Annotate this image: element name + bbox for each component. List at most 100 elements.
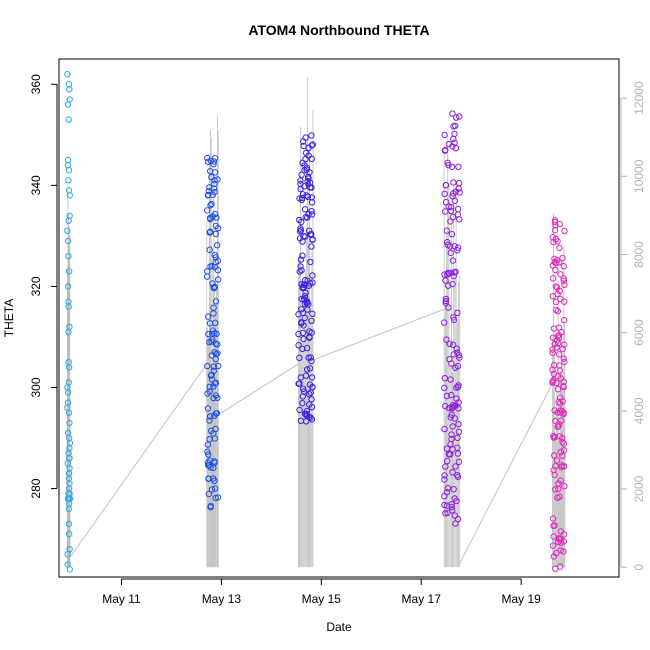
data-point [297, 225, 304, 232]
data-point [442, 199, 450, 206]
data-point [297, 177, 304, 184]
x-tick-label: May 13 [202, 592, 242, 606]
data-point [554, 290, 561, 298]
data-point [208, 486, 216, 493]
data-point [561, 298, 568, 305]
data-point [441, 319, 448, 326]
data-point [211, 485, 219, 492]
data-point [212, 230, 220, 238]
data-point [65, 177, 72, 184]
data-point [209, 262, 216, 270]
data-point [559, 345, 566, 353]
data-point [441, 384, 448, 391]
data-point [212, 254, 219, 261]
data-point [215, 362, 222, 370]
data-point [214, 276, 222, 283]
plot-frame [58, 58, 620, 578]
data-point [551, 471, 558, 479]
data-point [454, 309, 461, 316]
data-point [454, 473, 462, 481]
data-point [301, 162, 308, 169]
data-point [556, 244, 563, 252]
data-point [295, 342, 302, 349]
y-tick-label: 300 [29, 377, 43, 397]
data-point [295, 311, 302, 318]
data-point [210, 363, 218, 370]
data-point [552, 283, 560, 290]
data-point [306, 227, 313, 235]
data-point [555, 535, 563, 542]
data-point [65, 167, 73, 174]
data-point [64, 101, 72, 108]
data-point [304, 306, 311, 313]
data-point [210, 185, 218, 192]
data-point [550, 522, 557, 530]
data-point [210, 161, 217, 168]
data-point [453, 345, 460, 352]
data-point [206, 214, 214, 222]
data-point [308, 374, 316, 381]
data-point [451, 512, 458, 519]
data-point [204, 390, 211, 397]
data-point [552, 266, 559, 274]
data-point [549, 542, 557, 549]
data-point [551, 255, 558, 262]
data-point [210, 394, 217, 402]
data-point [295, 330, 302, 338]
data-point [549, 378, 556, 385]
data-point [551, 407, 558, 414]
data-point [557, 563, 564, 570]
data-point [296, 195, 303, 202]
data-point [66, 212, 73, 219]
data-point [298, 194, 306, 202]
data-point [65, 409, 73, 416]
data-point [444, 485, 452, 492]
data-point [302, 134, 309, 141]
data-point [208, 200, 215, 208]
data-point [306, 365, 314, 372]
data-point [441, 190, 448, 198]
data-point [66, 546, 73, 553]
data-point [204, 362, 211, 370]
data-point [296, 228, 304, 235]
data-point [443, 336, 450, 343]
data-point [214, 494, 222, 501]
data-point [307, 354, 314, 361]
data-point [66, 419, 73, 427]
data-point [454, 383, 462, 391]
data-point [455, 458, 463, 466]
data-point [309, 141, 316, 148]
data-point [447, 376, 454, 383]
data-point [556, 400, 564, 407]
data-point [554, 308, 561, 315]
data-point [298, 306, 305, 313]
data-point [206, 388, 213, 395]
data-point [442, 277, 449, 284]
data-point [444, 282, 452, 289]
data-point [442, 510, 449, 517]
data-point [66, 455, 73, 462]
data-point [450, 486, 457, 493]
data-point [309, 272, 316, 279]
data-point [296, 235, 304, 242]
data-point [550, 325, 558, 332]
data-point [560, 275, 567, 282]
data-point [211, 177, 218, 184]
data-point [559, 438, 566, 446]
data-point [455, 421, 462, 428]
data-point [304, 298, 311, 305]
data-point [560, 548, 567, 555]
data-point [561, 281, 568, 288]
data-point [64, 156, 72, 164]
data-point [451, 130, 458, 138]
data-point [450, 179, 457, 186]
data-point [64, 561, 71, 568]
data-point [560, 383, 567, 390]
data-point [445, 304, 452, 311]
x-tick-label: May 15 [302, 592, 342, 606]
data-point [65, 470, 73, 477]
data-point [443, 392, 450, 400]
data-point [448, 431, 455, 438]
data-point [302, 281, 309, 288]
data-point [296, 216, 303, 224]
